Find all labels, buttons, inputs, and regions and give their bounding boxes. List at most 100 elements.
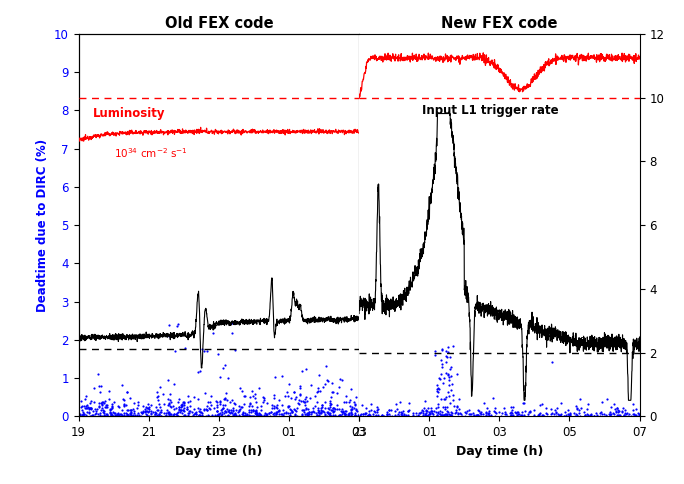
Point	[538, 412, 549, 420]
Point	[100, 412, 111, 420]
Point	[425, 409, 436, 417]
Point	[250, 390, 261, 397]
Point	[79, 403, 90, 410]
Point	[403, 411, 414, 419]
Point	[224, 409, 235, 417]
Point	[207, 329, 218, 337]
Point	[118, 411, 129, 419]
Point	[118, 409, 129, 417]
Point	[448, 343, 459, 350]
Point	[481, 409, 492, 417]
Point	[202, 402, 213, 410]
Point	[254, 410, 265, 418]
Point	[226, 396, 237, 404]
Point	[229, 412, 240, 420]
Point	[451, 370, 462, 378]
Point	[220, 394, 231, 402]
Point	[279, 393, 290, 400]
Point	[281, 388, 292, 395]
Point	[321, 363, 332, 370]
Point	[82, 404, 93, 412]
Point	[417, 407, 428, 414]
Point	[359, 409, 370, 417]
Point	[230, 400, 241, 408]
Point	[620, 410, 631, 418]
Point	[382, 408, 393, 416]
Point	[98, 399, 109, 407]
Point	[358, 410, 369, 418]
Point	[263, 409, 274, 417]
Point	[172, 408, 183, 416]
Point	[270, 410, 281, 418]
Point	[146, 408, 157, 415]
Point	[230, 346, 241, 354]
Point	[304, 408, 315, 416]
Point	[76, 403, 87, 410]
Point	[241, 411, 252, 419]
Point	[421, 409, 432, 417]
Point	[106, 411, 117, 419]
Point	[282, 409, 293, 417]
Point	[285, 394, 296, 402]
Point	[161, 411, 172, 419]
Point	[98, 411, 109, 419]
Point	[220, 412, 231, 420]
Point	[95, 389, 106, 396]
Point	[174, 404, 185, 411]
Point	[325, 397, 336, 405]
Point	[176, 409, 187, 417]
Point	[436, 356, 447, 364]
Point	[251, 409, 262, 417]
Point	[444, 399, 455, 407]
Point	[241, 410, 252, 418]
Point	[416, 408, 427, 416]
Point	[125, 409, 136, 417]
Point	[601, 411, 611, 419]
Point	[400, 411, 411, 419]
Point	[348, 404, 359, 412]
Point	[384, 406, 395, 414]
Point	[253, 411, 264, 419]
Point	[336, 408, 347, 415]
Point	[595, 408, 606, 416]
Point	[163, 400, 174, 408]
Point	[208, 404, 219, 412]
Point	[265, 408, 276, 415]
Point	[350, 411, 360, 419]
Point	[183, 393, 194, 400]
Point	[408, 409, 419, 417]
Point	[393, 410, 404, 418]
Point	[443, 389, 454, 396]
Point	[228, 399, 239, 407]
Point	[203, 412, 214, 420]
Point	[205, 406, 215, 413]
Point	[102, 412, 113, 420]
Point	[151, 403, 162, 411]
Point	[256, 406, 267, 413]
Point	[339, 407, 350, 415]
Point	[105, 408, 116, 416]
Point	[284, 380, 295, 388]
Point	[206, 412, 217, 420]
Point	[155, 412, 166, 420]
Point	[445, 363, 456, 371]
Point	[133, 398, 144, 406]
Point	[340, 410, 351, 418]
Point	[141, 408, 152, 415]
Point	[438, 403, 449, 411]
Point	[605, 410, 616, 418]
Point	[152, 412, 163, 420]
Point	[312, 384, 323, 392]
Point	[323, 404, 334, 411]
Point	[153, 406, 163, 413]
Point	[545, 410, 556, 418]
Point	[92, 405, 103, 412]
Point	[274, 410, 285, 418]
Point	[164, 408, 175, 416]
Point	[252, 411, 263, 419]
Point	[614, 411, 624, 419]
Point	[83, 404, 94, 412]
Point	[116, 406, 127, 413]
Point	[245, 400, 256, 408]
Point	[488, 394, 499, 402]
